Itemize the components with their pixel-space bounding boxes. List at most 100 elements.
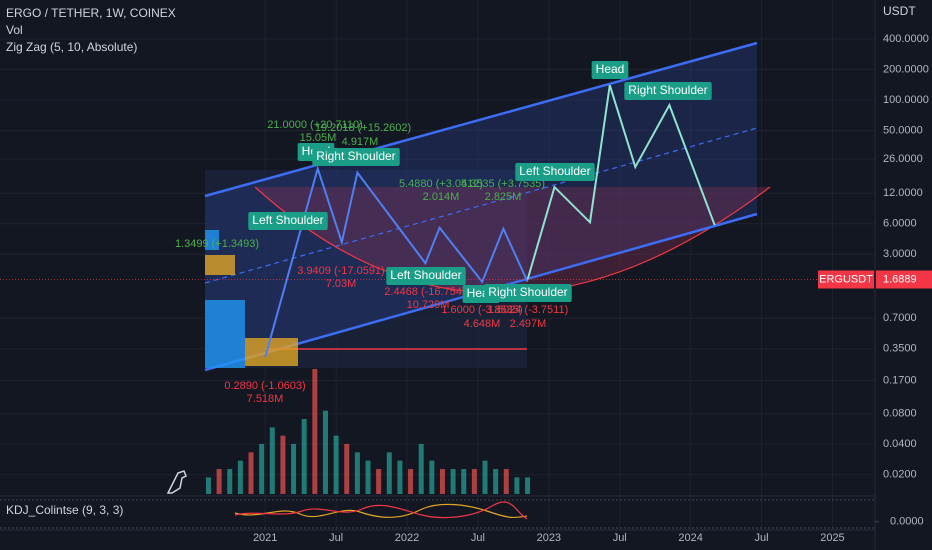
- pattern-label: Head: [591, 61, 629, 79]
- x-tick-label: 2022: [395, 532, 419, 544]
- pattern-box: [591, 61, 629, 79]
- pivot-label: 0.2890 (-1.0603): [224, 380, 305, 392]
- volume-bar: [514, 477, 520, 494]
- pattern-label: Right Shoulder: [312, 148, 400, 166]
- series-line: [264, 165, 529, 358]
- volume-profile: [205, 230, 298, 368]
- volume-bar: [237, 460, 243, 494]
- pattern-box: [312, 148, 400, 166]
- volume-bar: [354, 452, 360, 494]
- pattern-text: Right Shoulder: [316, 149, 395, 163]
- y-tick-label: 50.0000: [883, 124, 923, 136]
- volume-bar: [227, 469, 233, 494]
- pivot-label: 1.6000 (-3.8535): [441, 304, 522, 316]
- pattern-text: Left Shoulder: [252, 213, 323, 227]
- volume-bar: [333, 435, 339, 494]
- volume-bar: [291, 444, 297, 494]
- y-tick-label: 6.0000: [883, 218, 917, 230]
- pivot-label: 5.4880 (+3.0412): [399, 178, 483, 190]
- volume-bar: [322, 410, 328, 494]
- profile-bar: [245, 338, 298, 366]
- x-tick-label: 2023: [537, 532, 561, 544]
- channel-upper: [204, 41, 758, 198]
- y-tick-label: 0.0400: [883, 438, 917, 450]
- volume-bar: [365, 460, 371, 494]
- y-tick-label: 0.0200: [883, 469, 917, 481]
- pattern-label: Left Shoulder: [248, 212, 328, 230]
- volume-bar: [344, 444, 350, 494]
- pattern-text: Right Shoulder: [628, 83, 707, 97]
- y-tick-label: 3.0000: [883, 248, 917, 260]
- pivot-label: 2.4468 (-16.7542): [384, 286, 471, 298]
- volume-bar: [312, 369, 318, 494]
- pattern-label: Right Shoulder: [484, 284, 572, 302]
- volume-bar: [408, 469, 414, 494]
- profile-bar: [205, 230, 219, 250]
- volume-bar: [376, 469, 382, 494]
- pivot-label: 1.6024 (-3.7511): [488, 304, 569, 316]
- pivot-label: 4.917M: [342, 136, 379, 148]
- legend-entry: Zig Zag (5, 10, Absolute): [6, 40, 137, 54]
- volume-bar: [471, 469, 477, 494]
- volume-bar: [503, 469, 509, 494]
- volume-bar: [493, 469, 499, 494]
- pattern-label: Left Shoulder: [386, 267, 466, 285]
- price-tag: [876, 270, 932, 289]
- kdj-line: [234, 503, 528, 519]
- volume-bar: [450, 469, 456, 494]
- x-tick-label: Jul: [329, 532, 343, 544]
- pattern-box: [515, 163, 595, 181]
- y-tick-label: 0.0800: [883, 408, 917, 420]
- legend-entry: Vol: [6, 23, 23, 37]
- pivot-label: 4.648M: [464, 318, 501, 330]
- profile-bar: [205, 255, 235, 275]
- volume-bar: [439, 469, 445, 494]
- pattern-box: [248, 212, 328, 230]
- pattern-text: Head: [596, 62, 625, 76]
- profile-bar: [205, 300, 245, 368]
- volume-bar: [525, 477, 531, 494]
- pattern-text: Left Shoulder: [519, 164, 590, 178]
- kdj-tick-label: 0.0000: [890, 516, 924, 528]
- pivot-label: 3.9409 (-17.0591): [297, 265, 384, 277]
- channel-fill: [205, 43, 757, 370]
- pivot-label: 2.014M: [423, 191, 460, 203]
- cup-zone: [255, 187, 770, 294]
- logo: [166, 470, 187, 494]
- x-tick-label: 2024: [678, 532, 702, 544]
- volume-bar: [429, 460, 435, 494]
- pattern-box: [386, 267, 466, 285]
- volume-bar: [216, 469, 222, 494]
- pivot-label: 21.0000 (+20.7110): [267, 119, 363, 131]
- price-tag: [818, 270, 874, 289]
- pattern-box: [624, 82, 712, 100]
- volume-bar: [280, 435, 286, 494]
- volume-bar: [418, 444, 424, 494]
- y-tick-label: 0.3500: [883, 343, 917, 355]
- price-tag-label: ERGUSDT: [819, 273, 873, 285]
- y-tick-label: 100.0000: [883, 94, 929, 106]
- pivot-label: 1.3499 (+1.3493): [175, 238, 259, 250]
- x-tick-label: 2021: [253, 532, 277, 544]
- pivot-label: 15.05M: [300, 132, 337, 144]
- chart-title: ERGO / TETHER, 1W, COINEX: [6, 6, 176, 20]
- channel-mid: [204, 127, 758, 284]
- y-tick-label: 26.0000: [883, 153, 923, 165]
- volume-bar: [461, 469, 467, 494]
- x-tick-label: Jul: [613, 532, 627, 544]
- volume-bar: [397, 460, 403, 494]
- volume-bar: [301, 419, 307, 494]
- y-tick-label: 0.1700: [883, 374, 917, 386]
- pattern-text: Right Shoulder: [488, 285, 567, 299]
- pivot-label: 7.03M: [326, 278, 357, 290]
- y-tick-label: 12.0000: [883, 187, 923, 199]
- currency-label: USDT: [883, 4, 916, 18]
- pivot-label: 2.497M: [510, 318, 547, 330]
- pivot-label: 10.729M: [407, 299, 450, 311]
- pivot-label: 19.2018 (+15.2602): [315, 122, 411, 134]
- x-tick-label: 2025: [820, 532, 844, 544]
- pivot-label: 2.825M: [485, 191, 522, 203]
- price-tag-value: 1.6889: [883, 273, 917, 285]
- y-tick-label: 200.0000: [883, 63, 929, 75]
